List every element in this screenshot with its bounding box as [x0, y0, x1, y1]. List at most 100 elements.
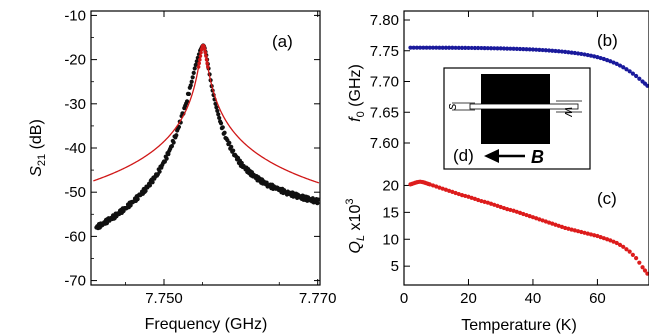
panel-a-ylabel-unit: (dB) [28, 119, 45, 149]
panel-b-ytick-label: 7.75 [370, 43, 399, 60]
panel-b-data-point [488, 46, 494, 51]
panel-c-data-point [627, 249, 632, 254]
panel-c-data-point [434, 184, 439, 189]
panel-c-data-point [634, 256, 639, 261]
panel-c-data-point [598, 235, 603, 240]
panel-b-data-point [630, 71, 635, 76]
panel-c-data-point [582, 230, 587, 235]
panel-a-fit-point [198, 57, 202, 62]
panel-c-data-point [575, 229, 581, 234]
panel-b-data-point [627, 69, 632, 74]
panel-b-data-point [543, 48, 548, 53]
panel-b-ticks [404, 19, 410, 144]
panel-b-data-point [521, 47, 526, 52]
panel-b-data-point [453, 45, 458, 50]
panel-b-data-point [430, 45, 436, 50]
panel-c-data-point [469, 195, 474, 200]
panel-a-data-point [217, 115, 222, 121]
panel-a-fit-point [196, 65, 201, 69]
panel-c-xtick-label: 20 [460, 290, 477, 307]
panel-c-data-point [563, 225, 568, 231]
panel-a: -10 -20 -30 -40 -50 -60 -70 7.750 7.770 (a) Fre… [28, 7, 336, 333]
panel-c-data-point [537, 217, 542, 222]
panel-b-data-point [434, 45, 439, 50]
panel-b-data-point [588, 53, 594, 58]
panel-b-data-point [553, 48, 558, 54]
panel-a-label: (a) [272, 32, 293, 51]
panel-c-data-point [614, 240, 619, 246]
panel-b-data-point [456, 45, 461, 50]
panel-c-data-point [546, 220, 552, 225]
panel-a-data-point [189, 79, 194, 84]
panel-b-data-point [472, 45, 478, 51]
panel-b-data-point [418, 45, 423, 50]
panel-c-data-point [485, 200, 490, 205]
panel-b-data-point [575, 51, 581, 56]
panel-a-data-point [315, 201, 320, 206]
panel-c-data-point [604, 237, 610, 242]
panel-b-data-point [582, 52, 587, 57]
panel-b-data-point [414, 45, 419, 50]
panel-c-ytick-label: 15 [382, 204, 399, 221]
panel-c-data-point [479, 198, 484, 204]
panel-c-data-point [559, 224, 565, 229]
panel-c-data-point [579, 229, 584, 235]
panel-a-data-point [222, 130, 227, 135]
panel-b-data-point [566, 50, 571, 55]
panel-b-data-point [592, 54, 597, 59]
panel-c-xtick-labels: 0 20 40 60 [400, 290, 606, 307]
panel-b-data-point [421, 45, 426, 50]
panel-b-data-point [559, 49, 565, 54]
panel-c-data-point [611, 239, 616, 244]
panel-a-fit-point [206, 65, 210, 69]
field-arrow-head [484, 149, 499, 163]
panel-b-data-point [611, 60, 616, 65]
panel-b-data-point [604, 58, 610, 63]
panel-b-data-point [608, 59, 613, 64]
panel-b-data-point [479, 45, 484, 51]
panel-c-data-point [453, 190, 458, 196]
panel-c-data-point [466, 194, 471, 199]
panel-a-data-point [135, 196, 140, 202]
panel-c-data-point [501, 205, 507, 211]
panel-a-data-point [174, 133, 179, 138]
panel-a-ytick-label: -50 [64, 184, 86, 201]
panel-c-data-point [601, 236, 606, 241]
panel-b-data-point [447, 45, 452, 50]
panel-a-data-point [190, 75, 195, 80]
panel-a-fit-point [204, 54, 208, 58]
panel-b-data-point [569, 50, 574, 55]
panel-c-data-point [550, 221, 555, 226]
panel-a-data-point [186, 91, 191, 97]
panel-a-data-point [227, 140, 232, 145]
panel-a-xtick-labels: 7.750 7.770 [145, 290, 336, 307]
panel-a-data-point [231, 148, 236, 153]
panel-b-label: (b) [597, 31, 618, 50]
panel-a-ylabel-sub: 21 [36, 154, 48, 166]
panel-b-data-point [411, 45, 416, 50]
panel-a-xlabel: Frequency (GHz) [145, 316, 268, 333]
panel-c-data-point [585, 231, 590, 236]
panel-c-xtick-label: 40 [525, 290, 542, 307]
panel-c-data-point [534, 216, 539, 221]
inset-d: s w (d) B [443, 67, 591, 170]
panel-a-data-point [169, 144, 175, 149]
panel-c-xtick-label: 0 [400, 290, 408, 307]
panel-b-ylabel-main: f [347, 116, 364, 122]
panel-c-data-point [640, 265, 645, 270]
panel-c-data-point [511, 208, 516, 213]
panel-c-data-point [617, 242, 623, 248]
panel-a-ytick-label: -70 [64, 273, 86, 290]
panel-c-data-point [495, 203, 500, 208]
panel-b-ylabel: f0 (GHz) [347, 64, 367, 122]
panel-a-fit-point [205, 61, 209, 66]
panel-b-data-point [614, 61, 619, 67]
panel-c-data-point [472, 196, 478, 201]
panel-b-data-point [505, 46, 510, 51]
panel-c-xlabel: Temperature (K) [461, 317, 577, 334]
panel-b-ytick-label: 7.70 [370, 74, 399, 91]
panel-c-data-point [592, 233, 597, 238]
panel-c-data-point [447, 188, 452, 193]
panel-b-data-point [511, 46, 516, 51]
panel-c-data-point [488, 201, 494, 206]
